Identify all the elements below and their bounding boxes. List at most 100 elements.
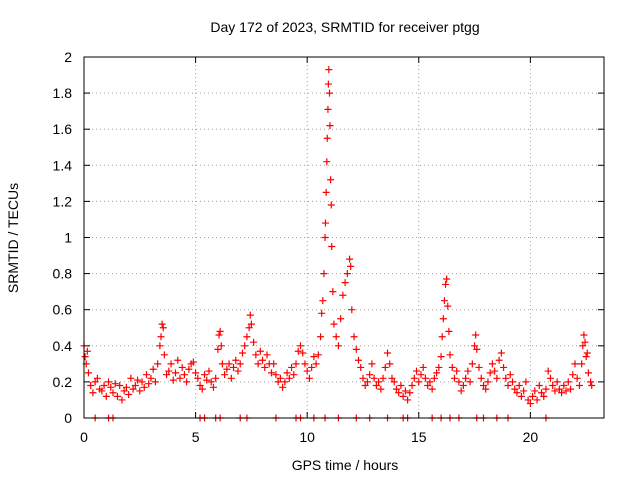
data-point: [488, 360, 496, 368]
data-point: [98, 387, 106, 395]
data-point: [192, 369, 200, 377]
data-point: [151, 378, 159, 386]
data-point: [500, 363, 508, 371]
data-point: [113, 392, 121, 400]
data-point: [178, 363, 186, 371]
data-point: [225, 360, 233, 368]
data-point: [299, 349, 307, 357]
data-point: [105, 378, 113, 386]
data-point: [276, 374, 284, 382]
data-point: [230, 363, 238, 371]
data-point: [341, 279, 349, 287]
data-point: [472, 331, 480, 339]
data-point: [408, 382, 416, 390]
data-point: [343, 270, 351, 278]
data-point: [544, 367, 552, 375]
data-point: [430, 374, 438, 382]
data-point: [322, 188, 330, 196]
data-point: [426, 378, 434, 386]
data-point: [538, 389, 546, 397]
data-point: [524, 396, 532, 404]
y-tick-label: 1.2: [53, 193, 73, 209]
data-point: [250, 338, 258, 346]
data-point: [323, 158, 331, 166]
data-point: [438, 333, 446, 341]
y-tick-label: 0.2: [53, 374, 73, 390]
y-tick-label: 0.6: [53, 302, 73, 318]
data-point: [533, 396, 541, 404]
data-point: [263, 351, 271, 359]
data-point: [116, 382, 124, 390]
data-point: [352, 345, 360, 353]
data-point: [246, 311, 254, 319]
data-point: [366, 371, 374, 379]
data-point: [238, 349, 246, 357]
data-point: [339, 291, 347, 299]
data-point: [522, 378, 530, 386]
data-point: [581, 338, 589, 346]
data-point: [215, 331, 223, 339]
data-point: [535, 382, 543, 390]
data-point: [131, 382, 139, 390]
data-point: [466, 378, 474, 386]
data-point: [196, 382, 204, 390]
data-point: [209, 383, 217, 391]
data-point: [145, 380, 153, 388]
data-point: [531, 387, 539, 395]
data-point: [549, 382, 557, 390]
data-point: [486, 369, 494, 377]
data-point: [327, 176, 335, 184]
data-points: [80, 66, 596, 422]
data-point: [573, 374, 581, 382]
data-point: [587, 378, 595, 386]
data-point: [417, 371, 425, 379]
data-point: [495, 356, 503, 364]
data-point: [172, 369, 180, 377]
data-point: [379, 374, 387, 382]
data-point: [174, 356, 182, 364]
data-point: [158, 320, 166, 328]
data-point: [375, 378, 383, 386]
data-point: [180, 371, 188, 379]
data-point: [493, 374, 501, 382]
data-point: [321, 234, 329, 241]
data-point: [406, 389, 414, 397]
data-point: [450, 374, 458, 382]
data-point: [482, 385, 490, 393]
data-point: [477, 374, 485, 382]
data-point: [111, 380, 119, 388]
data-point: [328, 243, 336, 251]
data-point: [83, 347, 91, 355]
data-point: [176, 374, 184, 382]
data-point: [169, 376, 177, 384]
data-point: [440, 297, 448, 305]
data-point: [588, 382, 596, 390]
data-point: [329, 288, 337, 296]
data-point: [444, 302, 452, 310]
data-point: [381, 363, 389, 371]
data-point: [377, 385, 385, 393]
data-point: [442, 280, 450, 288]
data-point: [107, 383, 115, 391]
data-point: [583, 349, 591, 357]
data-point: [363, 378, 371, 386]
data-point: [355, 356, 363, 364]
data-point: [154, 360, 162, 368]
data-point: [468, 360, 476, 368]
data-point: [138, 378, 146, 386]
data-point: [553, 378, 561, 386]
data-point: [491, 367, 499, 375]
data-point: [292, 360, 300, 368]
data-point: [308, 363, 316, 371]
data-point: [497, 349, 505, 357]
data-point: [142, 371, 150, 379]
data-point: [267, 369, 275, 377]
data-point: [575, 382, 583, 390]
data-point: [579, 342, 587, 350]
data-point: [296, 342, 304, 350]
data-point: [462, 374, 470, 382]
data-point: [348, 306, 356, 314]
data-point: [236, 360, 244, 368]
data-point: [134, 376, 142, 384]
data-point: [448, 363, 456, 371]
